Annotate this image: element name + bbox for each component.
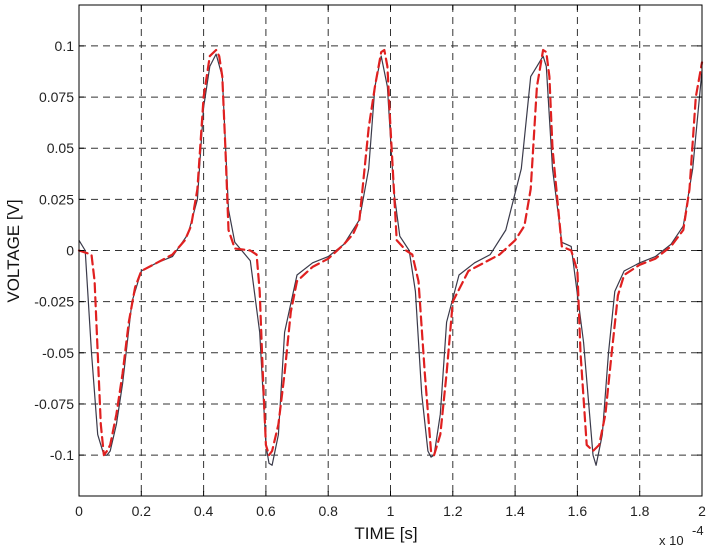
series-layer — [77, 48, 704, 466]
series-line-dashed-red — [77, 48, 704, 457]
x-tick-labels: 0 0.2 0.4 0.6 0.8 1 1.2 1.4 1.6 1.8 2 — [75, 503, 706, 519]
x-tick-label: 1 — [387, 503, 395, 519]
x-multiplier-label: x 10 — [659, 533, 684, 548]
x-tick-label: 1.8 — [630, 503, 650, 519]
y-axis-label: VOLTAGE [V] — [4, 199, 23, 302]
x-tick-label: 1.4 — [505, 503, 525, 519]
y-tick-label: 0.075 — [39, 89, 74, 105]
y-tick-label: -0.075 — [34, 396, 74, 412]
y-tick-label: 0 — [66, 243, 74, 259]
x-tick-label: 1.6 — [568, 503, 588, 519]
x-tick-label: 0.2 — [132, 503, 152, 519]
y-tick-label: 0.05 — [47, 140, 74, 156]
y-tick-labels: 0.1 0.075 0.05 0.025 0 -0.025 -0.05 -0.075 -0.1 — [34, 38, 74, 463]
x-tick-label: 2 — [698, 503, 706, 519]
y-tick-label: -0.05 — [42, 345, 74, 361]
y-tick-label: 0.025 — [39, 191, 74, 207]
y-tick-label: 0.1 — [55, 38, 75, 54]
y-tick-label: -0.1 — [50, 447, 74, 463]
x-tick-label: 0 — [75, 503, 83, 519]
x-tick-label: 0.8 — [318, 503, 338, 519]
series-line-solid-dark — [78, 53, 703, 466]
x-multiplier-exponent: -4 — [692, 523, 704, 538]
y-tick-label: -0.025 — [34, 294, 74, 310]
x-tick-label: 0.6 — [256, 503, 276, 519]
x-tick-label: 1.2 — [443, 503, 463, 519]
x-tick-label: 0.4 — [194, 503, 214, 519]
tick-marks — [78, 5, 703, 496]
x-axis-label: TIME [s] — [354, 524, 417, 543]
